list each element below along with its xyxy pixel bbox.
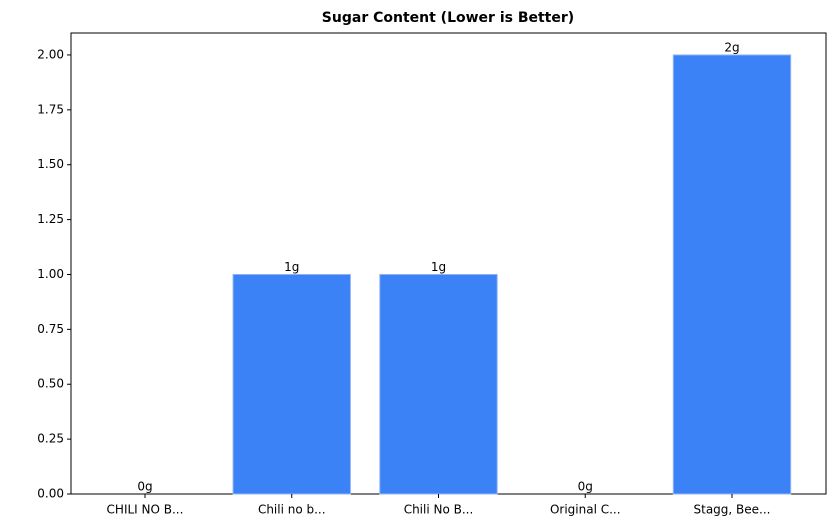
y-tick-label: 1.75 xyxy=(37,102,64,116)
value-label: 2g xyxy=(724,40,739,54)
bar xyxy=(379,273,498,495)
y-tick-label: 2.00 xyxy=(37,47,64,61)
value-label: 0g xyxy=(137,480,152,494)
y-tick-label: 1.25 xyxy=(37,212,64,226)
value-label: 1g xyxy=(284,260,299,274)
x-tick-label: Chili No B... xyxy=(404,503,474,517)
bar xyxy=(672,54,792,495)
y-tick-label: 0.50 xyxy=(37,377,64,391)
y-tick-label: 0.00 xyxy=(37,487,64,501)
y-tick-label: 0.25 xyxy=(37,432,64,446)
chart-title: Sugar Content (Lower is Better) xyxy=(322,10,574,26)
bar xyxy=(232,273,351,495)
value-label: 1g xyxy=(431,260,446,274)
value-label: 0g xyxy=(578,480,593,494)
y-tick-label: 1.50 xyxy=(37,157,64,171)
x-tick-label: Chili no b... xyxy=(258,503,326,517)
y-tick-label: 1.00 xyxy=(37,267,64,281)
x-tick-label: Original C... xyxy=(550,503,621,517)
y-tick-label: 0.75 xyxy=(37,322,64,336)
x-tick-label: Stagg, Bee... xyxy=(694,503,771,517)
x-tick-label: CHILI NO B... xyxy=(107,503,184,517)
